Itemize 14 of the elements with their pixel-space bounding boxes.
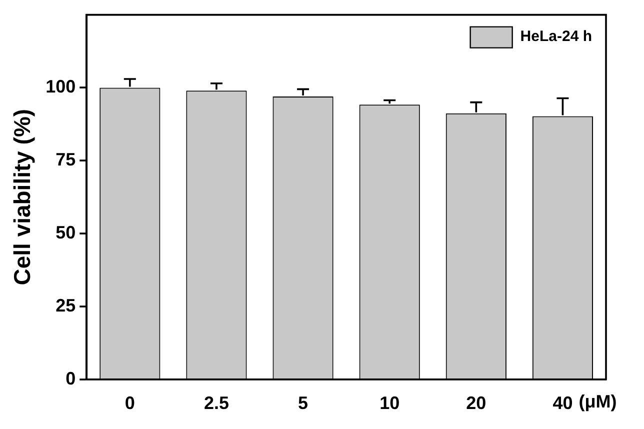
y-tick-label: 100 bbox=[46, 76, 76, 97]
x-tick-label: 10 bbox=[380, 393, 400, 414]
x-tick-label: 40 bbox=[552, 393, 573, 414]
x-tick-label: 5 bbox=[298, 393, 308, 414]
y-tick-label: 75 bbox=[56, 150, 76, 170]
legend-label: HeLa-24 h bbox=[520, 28, 592, 45]
x-axis-title: (μM) bbox=[578, 391, 617, 412]
y-tick-label: 25 bbox=[56, 295, 76, 316]
y-tick-label: 50 bbox=[56, 222, 76, 243]
x-tick-label: 20 bbox=[466, 393, 486, 414]
x-tick-label: 2.5 bbox=[204, 393, 229, 414]
x-tick-label: 0 bbox=[124, 393, 135, 414]
y-tick-label: 0 bbox=[66, 368, 76, 388]
y-axis-title: Cell viability (%) bbox=[9, 108, 36, 286]
